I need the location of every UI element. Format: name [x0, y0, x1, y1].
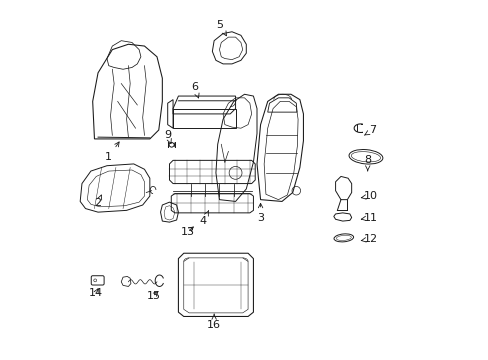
Text: 11: 11 — [361, 212, 378, 222]
Text: 10: 10 — [361, 191, 378, 201]
Text: 12: 12 — [361, 234, 378, 244]
Text: 9: 9 — [164, 130, 171, 144]
Text: 14: 14 — [89, 288, 103, 297]
Text: 1: 1 — [105, 142, 119, 162]
Text: 6: 6 — [191, 82, 199, 98]
Text: 2: 2 — [94, 195, 102, 208]
Text: 5: 5 — [216, 19, 226, 36]
Text: 16: 16 — [207, 314, 221, 330]
Text: 4: 4 — [200, 211, 208, 226]
Text: 15: 15 — [146, 291, 160, 301]
Text: 3: 3 — [257, 203, 264, 222]
Text: 8: 8 — [364, 156, 370, 171]
Text: 13: 13 — [180, 227, 194, 237]
Text: 7: 7 — [364, 125, 376, 135]
